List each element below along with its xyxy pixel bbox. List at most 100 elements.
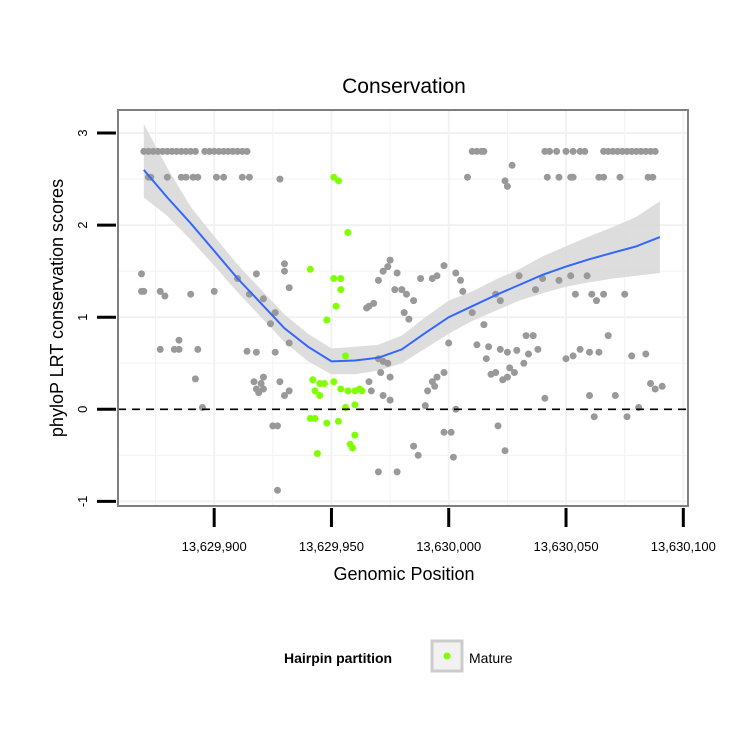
mature-point xyxy=(337,286,345,294)
hairpin-point xyxy=(532,286,539,294)
hairpin-point xyxy=(539,275,547,282)
hairpin-point xyxy=(421,402,429,410)
hairpin-point xyxy=(555,276,563,284)
hairpin-point xyxy=(161,292,169,300)
hairpin-point xyxy=(243,147,251,155)
hairpin-point xyxy=(522,332,530,340)
mature-point xyxy=(335,177,342,185)
hairpin-point xyxy=(267,320,274,328)
hairpin-point xyxy=(257,380,265,387)
hairpin-point xyxy=(285,339,293,347)
hairpin-point xyxy=(506,364,514,372)
hairpin-point xyxy=(583,272,591,280)
hairpin-point xyxy=(525,350,532,358)
mature-point xyxy=(320,380,328,387)
y-tick-label: 2 xyxy=(75,221,90,228)
mature-point xyxy=(330,275,338,282)
hairpin-point xyxy=(384,359,392,367)
hairpin-point xyxy=(494,422,502,430)
hairpin-point xyxy=(175,345,183,353)
hairpin-point xyxy=(374,468,382,476)
hairpin-point xyxy=(163,173,171,181)
hairpin-point xyxy=(384,263,392,271)
hairpin-point xyxy=(588,290,596,298)
mature-point xyxy=(313,450,321,457)
hairpin-point xyxy=(590,413,598,421)
hairpin-point xyxy=(503,348,511,356)
hairpin-point xyxy=(611,392,619,399)
hairpin-point xyxy=(433,373,441,381)
hairpin-point xyxy=(367,387,375,395)
hairpin-point xyxy=(480,321,488,329)
hairpin-point xyxy=(440,369,448,376)
hairpin-point xyxy=(175,336,183,344)
hairpin-point xyxy=(553,147,561,155)
hairpin-point xyxy=(621,290,629,298)
hairpin-point xyxy=(191,375,199,383)
mature-point xyxy=(344,229,352,236)
mature-point xyxy=(316,392,324,399)
hairpin-point xyxy=(414,451,422,459)
mature-point xyxy=(306,265,314,273)
scatter-points xyxy=(138,147,666,494)
hairpin-point xyxy=(140,287,148,295)
hairpin-point xyxy=(138,270,145,278)
y-tick-label: 3 xyxy=(75,129,90,136)
hairpin-point xyxy=(194,345,202,353)
hairpin-point xyxy=(245,173,253,181)
hairpin-point xyxy=(281,392,288,399)
hairpin-point xyxy=(285,387,293,395)
hairpin-point xyxy=(515,272,523,280)
x-tick-label: 13,630,000 xyxy=(416,539,481,554)
hairpin-point xyxy=(259,385,267,393)
hairpin-point xyxy=(377,369,385,376)
hairpin-point xyxy=(647,380,654,387)
hairpin-point xyxy=(187,290,195,298)
hairpin-point xyxy=(370,299,378,307)
legend: Hairpin partition Mature xyxy=(284,639,513,673)
hairpin-point xyxy=(586,348,593,356)
hairpin-point xyxy=(473,341,481,349)
hairpin-point xyxy=(651,385,659,393)
hairpin-point xyxy=(255,389,263,397)
hairpin-point xyxy=(449,453,457,461)
hairpin-point xyxy=(403,290,410,298)
hairpin-point xyxy=(586,392,593,399)
mature-point xyxy=(351,431,359,439)
x-tick-label: 13,630,050 xyxy=(533,539,598,554)
mature-point xyxy=(311,387,319,395)
hairpin-point xyxy=(281,267,288,275)
hairpin-point xyxy=(571,290,579,298)
mature-point xyxy=(344,387,352,395)
hairpin-point xyxy=(252,348,260,356)
hairpin-point xyxy=(191,147,199,155)
hairpin-point xyxy=(576,345,584,353)
hairpin-point xyxy=(534,345,542,353)
hairpin-point xyxy=(595,348,603,356)
hairpin-point xyxy=(658,382,666,390)
hairpin-point xyxy=(433,272,441,280)
mature-point xyxy=(335,417,342,425)
hairpin-point xyxy=(508,161,516,169)
hairpin-point xyxy=(616,173,624,181)
hairpin-point xyxy=(543,173,551,181)
hairpin-point xyxy=(440,428,448,436)
smooth-line xyxy=(143,169,661,363)
hairpin-point xyxy=(276,378,284,386)
mature-point xyxy=(337,385,345,393)
hairpin-point xyxy=(485,343,493,351)
hairpin-point xyxy=(482,355,490,363)
hairpin-point xyxy=(562,355,570,363)
hairpin-point xyxy=(213,173,220,181)
hairpin-point xyxy=(386,256,394,264)
hairpin-point xyxy=(431,382,439,390)
hairpin-point xyxy=(546,147,554,155)
hairpin-point xyxy=(424,387,432,395)
hairpin-point xyxy=(623,413,631,421)
plot-border xyxy=(117,109,689,507)
hairpin-point xyxy=(238,173,246,181)
hairpin-point xyxy=(393,269,401,277)
hairpin-point xyxy=(562,147,570,155)
mature-point xyxy=(351,401,359,409)
